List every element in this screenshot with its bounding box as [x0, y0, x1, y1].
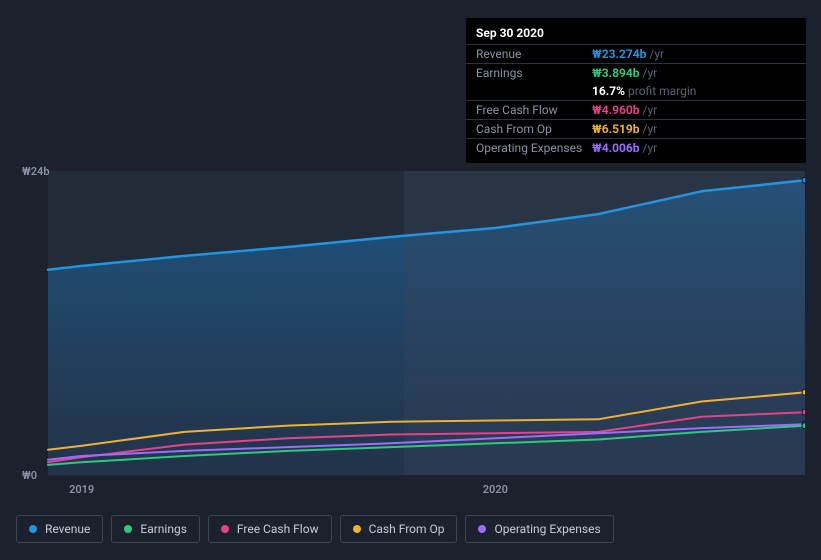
legend-dot-icon	[29, 525, 37, 533]
tooltip-metric-label: Operating Expenses	[476, 141, 592, 155]
tooltip-metric-suffix: /yr	[649, 47, 664, 61]
earnings-chart[interactable]: ₩24b ₩0 2019 2020	[16, 155, 805, 500]
tooltip-row: Earnings₩3.894b/yr	[466, 63, 806, 82]
tooltip-metric-value: ₩4.960b	[592, 103, 640, 117]
tooltip-metric-value: 16.7%	[592, 84, 625, 98]
chart-tooltip: Sep 30 2020 Revenue₩23.274b/yrEarnings₩3…	[466, 18, 806, 163]
tooltip-metric-value: ₩6.519b	[592, 122, 640, 136]
tooltip-metric-suffix: /yr	[643, 66, 658, 80]
tooltip-row: 16.7%profit margin	[466, 82, 806, 100]
tooltip-metric-label	[476, 84, 592, 98]
legend-dot-icon	[124, 525, 132, 533]
tooltip-metric-value: ₩4.006b	[592, 141, 640, 155]
tooltip-metric-value: ₩23.274b	[592, 47, 646, 61]
legend-dot-icon	[353, 525, 361, 533]
legend-item[interactable]: Cash From Op	[340, 515, 458, 543]
legend-label: Free Cash Flow	[237, 522, 319, 536]
tooltip-metric-suffix: /yr	[643, 141, 658, 155]
tooltip-metric-suffix: /yr	[643, 103, 658, 117]
tooltip-title: Sep 30 2020	[466, 24, 806, 44]
legend-item[interactable]: Revenue	[16, 515, 103, 543]
legend-item[interactable]: Free Cash Flow	[208, 515, 332, 543]
legend-label: Earnings	[140, 522, 187, 536]
tooltip-row: Cash From Op₩6.519b/yr	[466, 119, 806, 138]
y-axis-label: ₩24b	[22, 165, 50, 178]
tooltip-row: Revenue₩23.274b/yr	[466, 44, 806, 63]
legend-label: Operating Expenses	[494, 522, 600, 536]
chart-legend: Revenue Earnings Free Cash Flow Cash From O…	[16, 515, 614, 543]
tooltip-metric-suffix: profit margin	[628, 84, 696, 98]
tooltip-metric-suffix: /yr	[643, 122, 658, 136]
tooltip-metric-label: Revenue	[476, 47, 592, 61]
legend-dot-icon	[478, 525, 486, 533]
legend-item[interactable]: Earnings	[111, 515, 200, 543]
tooltip-metric-label: Cash From Op	[476, 122, 592, 136]
y-axis-label: ₩0	[22, 469, 37, 482]
legend-label: Cash From Op	[369, 522, 445, 536]
x-axis-label: 2019	[69, 483, 94, 496]
legend-item[interactable]: Operating Expenses	[465, 515, 613, 543]
tooltip-row: Free Cash Flow₩4.960b/yr	[466, 100, 806, 119]
legend-dot-icon	[221, 525, 229, 533]
legend-label: Revenue	[45, 522, 90, 536]
x-axis-label: 2020	[483, 483, 508, 496]
tooltip-metric-label: Free Cash Flow	[476, 103, 592, 117]
tooltip-metric-label: Earnings	[476, 66, 592, 80]
tooltip-metric-value: ₩3.894b	[592, 66, 640, 80]
